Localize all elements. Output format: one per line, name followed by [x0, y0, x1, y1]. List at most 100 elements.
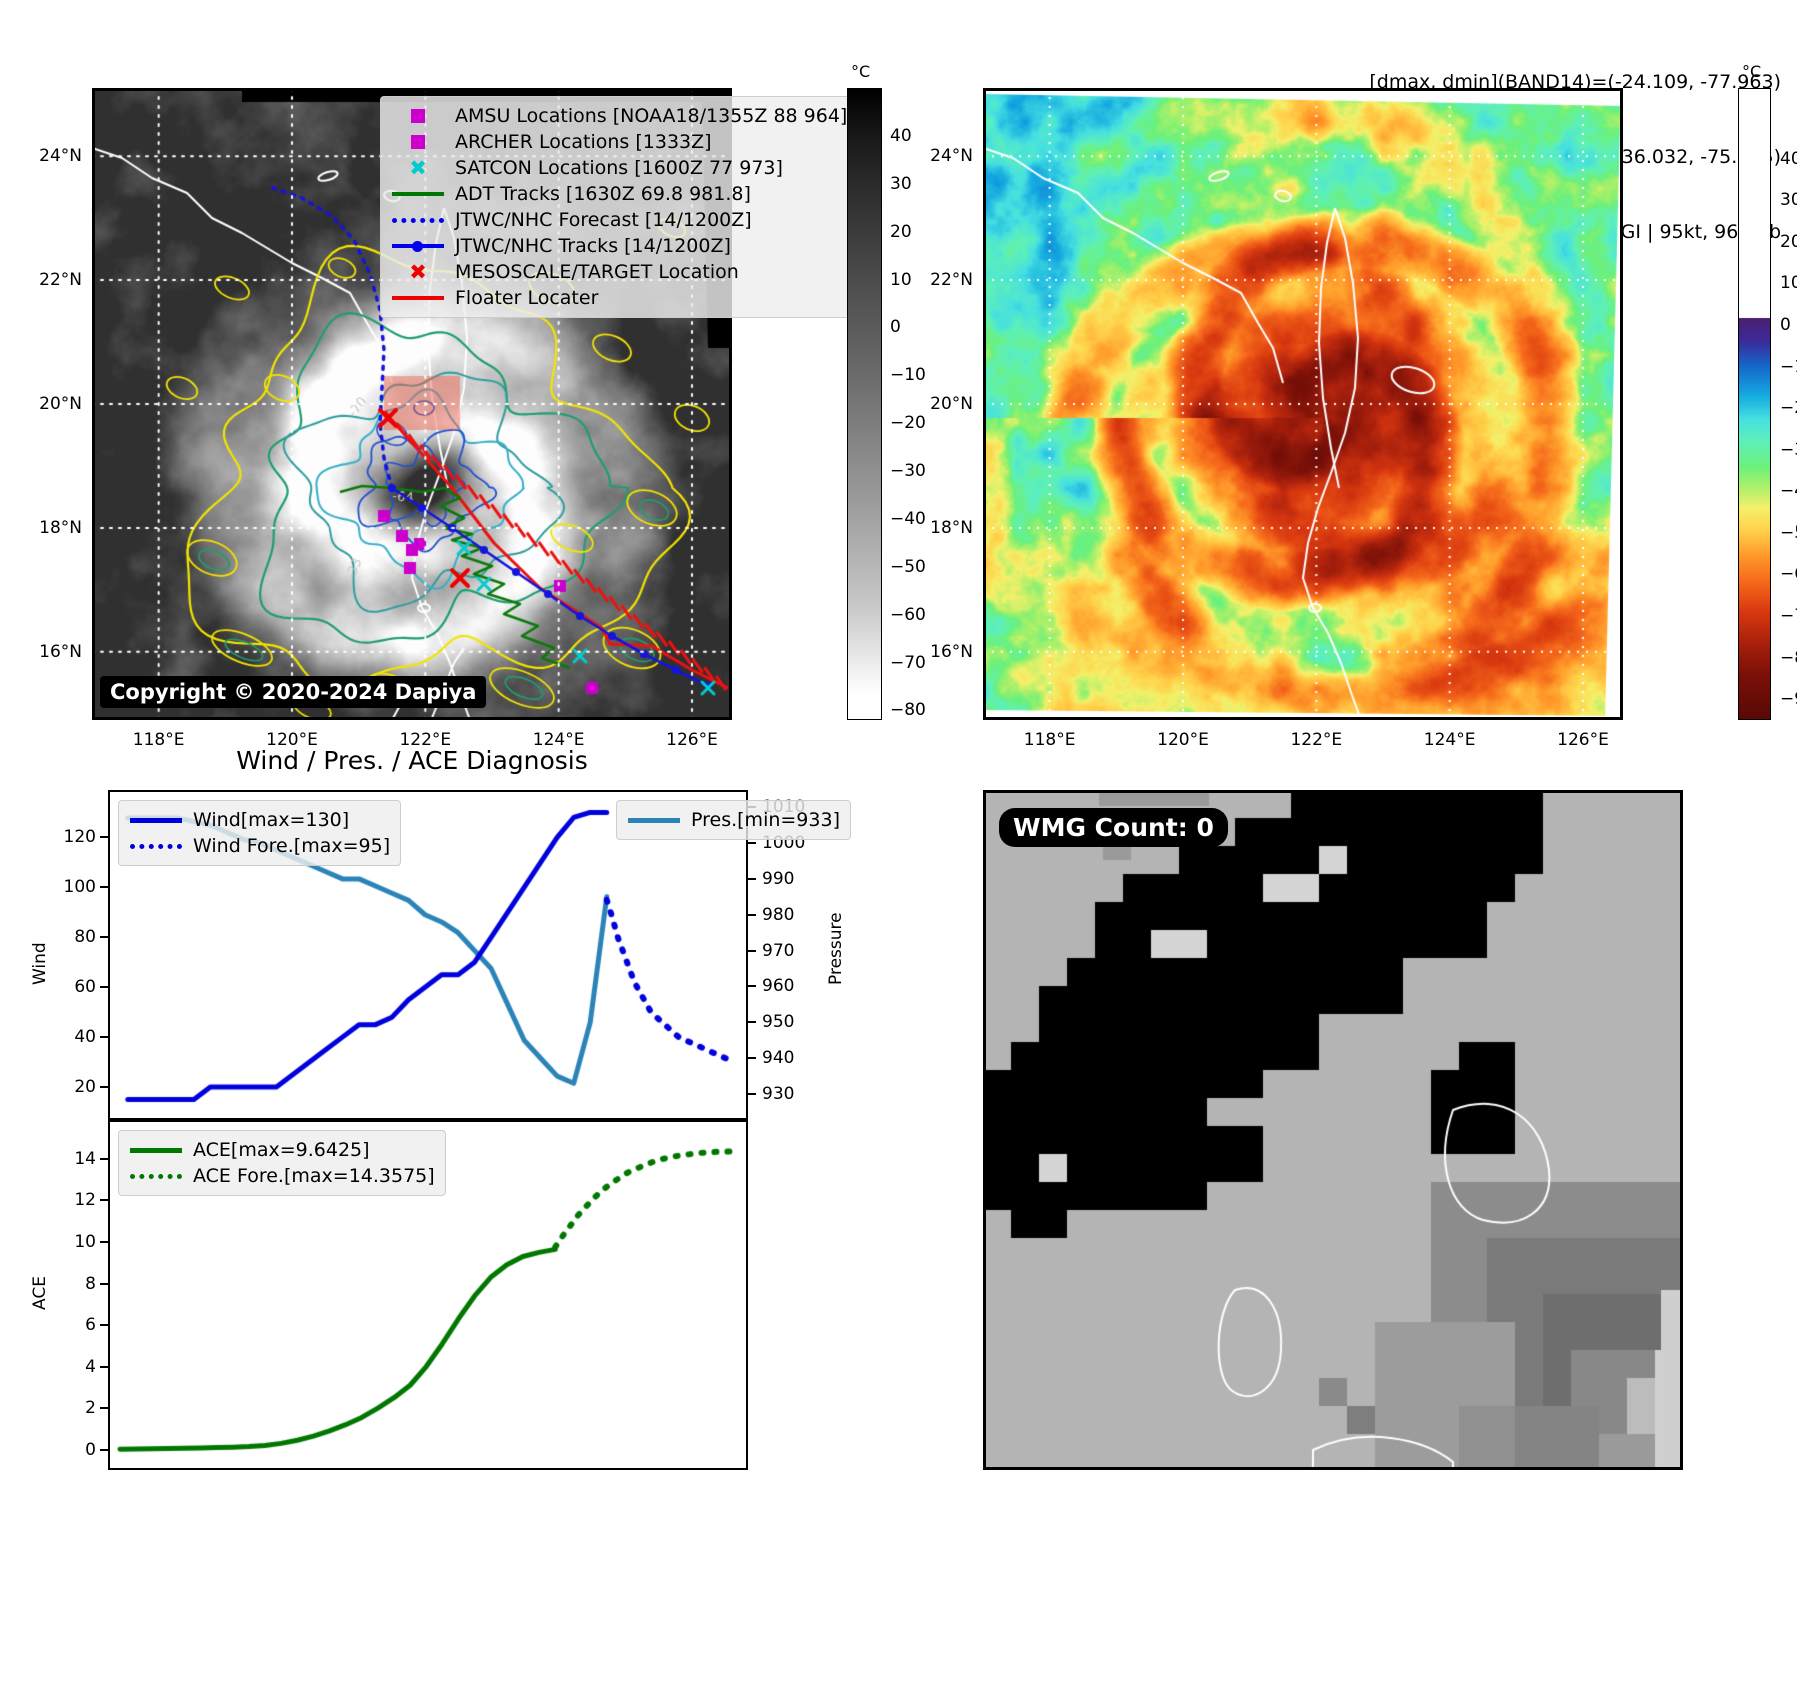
legend-key-xmark-icon: ✖ — [389, 155, 447, 180]
awv-enhanced-ir-map[interactable] — [983, 88, 1623, 720]
pressure-tick: 940 — [762, 1048, 795, 1069]
ace-tick: 10 — [74, 1231, 96, 1252]
colorbar-tick: 10 — [890, 269, 912, 290]
map-x-tick: 124°E — [1423, 730, 1476, 750]
colorbar-tick: −70 — [890, 652, 926, 673]
legend-item: ✖ SATCON Locations [1600Z 77 973] — [389, 155, 847, 181]
legend-key-xmark-icon: ✖ — [389, 261, 447, 283]
ir-target-area-map[interactable]: Copyright © 2020-2024 Dapiya AMSU Locati… — [92, 88, 859, 720]
wmg-coverage-map[interactable]: WMG Count: 0 — [983, 790, 1683, 1470]
ace-tick: 12 — [74, 1190, 96, 1211]
legend-label: ACE Fore.[max=14.3575] — [193, 1165, 435, 1187]
pressure-tick: 960 — [762, 976, 795, 997]
awv-colorbar — [1738, 88, 1771, 720]
pressure-tick: 930 — [762, 1084, 795, 1105]
ace-tick: 6 — [85, 1315, 96, 1336]
colorbar-tick: −70 — [1780, 606, 1797, 627]
map-x-tick: 122°E — [1290, 730, 1343, 750]
pressure-tick: 980 — [762, 904, 795, 925]
legend-label: ARCHER Locations [1333Z] — [455, 131, 712, 153]
legend-item: Pres.[min=933] — [625, 807, 840, 833]
line-sample-icon — [628, 817, 680, 823]
wind-tick: 100 — [63, 877, 96, 898]
legend-label: Wind Fore.[max=95] — [193, 835, 391, 857]
legend-key-square-icon — [389, 135, 447, 149]
ir-colorbar — [847, 88, 882, 720]
pressure-axis-label: Pressure — [826, 912, 846, 985]
wind-axis-label: Wind — [30, 942, 50, 985]
dmax-dmin-band14: [dmax, dmin](BAND14)=(-24.109, -77.963) — [1369, 71, 1781, 93]
legend-label: Pres.[min=933] — [691, 809, 840, 831]
ir-map-legend: AMSU Locations [NOAA18/1355Z 88 964] ARCH… — [380, 96, 859, 318]
legend-label: JTWC/NHC Forecast [14/1200Z] — [455, 209, 752, 231]
colorbar-tick: −40 — [1780, 481, 1797, 502]
colorbar-tick: 0 — [890, 317, 901, 338]
colorbar-tick: −90 — [1780, 689, 1797, 710]
legend-item: Floater Locater — [389, 285, 847, 311]
wind-chart-legend: Wind[max=130] Wind Fore.[max=95] — [118, 800, 402, 866]
colorbar-tick: 30 — [890, 173, 912, 194]
copyright-badge: Copyright © 2020-2024 Dapiya — [100, 676, 487, 708]
wind-tick: 20 — [74, 1077, 96, 1098]
map-x-tick: 118°E — [1023, 730, 1076, 750]
colorbar-tick: −60 — [890, 604, 926, 625]
colorbar-tick: 0 — [1780, 315, 1791, 335]
colorbar-tick: −30 — [1780, 439, 1797, 460]
colorbar-tick: 20 — [1780, 231, 1797, 252]
legend-item: Wind[max=130] — [127, 807, 390, 833]
colorbar-tick: −20 — [1780, 398, 1797, 419]
legend-label: AMSU Locations [NOAA18/1355Z 88 964] — [455, 105, 848, 127]
square-marker-icon — [411, 135, 425, 149]
colorbar-tick: −60 — [1780, 564, 1797, 585]
line-marker-sample-icon — [392, 241, 444, 252]
colorbar-tick: −10 — [1780, 356, 1797, 377]
colorbar-tick: −40 — [890, 508, 926, 529]
colorbar-tick: −80 — [1780, 647, 1797, 668]
legend-key-line-icon — [389, 296, 447, 300]
map-x-tick: 120°E — [1157, 730, 1209, 750]
legend-item: ACE Fore.[max=14.3575] — [127, 1163, 435, 1189]
colorbar-tick: −10 — [890, 365, 926, 386]
map-x-tick: 126°E — [1557, 730, 1609, 750]
line-sample-icon — [392, 296, 444, 300]
ace-tick: 4 — [85, 1356, 96, 1377]
map-y-tick: 24°N — [930, 146, 973, 167]
x-marker-icon: ✖ — [409, 155, 427, 180]
legend-key-square-icon — [389, 109, 447, 123]
legend-item: ACE[max=9.6425] — [127, 1137, 435, 1163]
map-y-tick: 22°N — [930, 270, 973, 291]
ace-tick: 14 — [74, 1148, 96, 1169]
legend-label: JTWC/NHC Tracks [14/1200Z] — [455, 235, 731, 257]
pressure-tick: 950 — [762, 1012, 795, 1033]
line-sample-icon — [392, 192, 444, 196]
legend-key-icon — [127, 1147, 185, 1153]
colorbar-tick: 10 — [1780, 273, 1797, 294]
legend-key-dotted-icon — [389, 217, 447, 223]
legend-item: ADT Tracks [1630Z 69.8 981.8] — [389, 181, 847, 207]
legend-label: MESOSCALE/TARGET Location — [455, 261, 739, 283]
legend-label: SATCON Locations [1600Z 77 973] — [455, 157, 783, 179]
dotted-line-sample-icon — [130, 1173, 182, 1179]
dotted-line-sample-icon — [130, 843, 182, 849]
map-y-tick: 22°N — [39, 270, 82, 291]
map-y-tick: 18°N — [39, 517, 82, 538]
legend-item: Wind Fore.[max=95] — [127, 833, 390, 859]
legend-key-icon — [127, 817, 185, 823]
legend-item: AMSU Locations [NOAA18/1355Z 88 964] — [389, 103, 847, 129]
awv-colorbar-unit: °C — [1742, 62, 1762, 81]
wmg-count-badge: WMG Count: 0 — [999, 808, 1228, 847]
line-sample-icon — [130, 1147, 182, 1153]
pressure-tick: 990 — [762, 868, 795, 889]
colorbar-tick: 30 — [1780, 190, 1797, 211]
legend-key-icon — [127, 1173, 185, 1179]
map-y-tick: 18°N — [930, 517, 973, 538]
map-y-tick: 16°N — [930, 641, 973, 662]
legend-item: JTWC/NHC Tracks [14/1200Z] — [389, 233, 847, 259]
legend-key-line-icon — [389, 192, 447, 196]
legend-item: ARCHER Locations [1333Z] — [389, 129, 847, 155]
legend-key-icon — [127, 843, 185, 849]
legend-label: ADT Tracks [1630Z 69.8 981.8] — [455, 183, 751, 205]
legend-label: ACE[max=9.6425] — [193, 1139, 370, 1161]
diagnosis-title: Wind / Pres. / ACE Diagnosis — [236, 746, 588, 775]
ir-colorbar-unit: °C — [851, 62, 871, 81]
